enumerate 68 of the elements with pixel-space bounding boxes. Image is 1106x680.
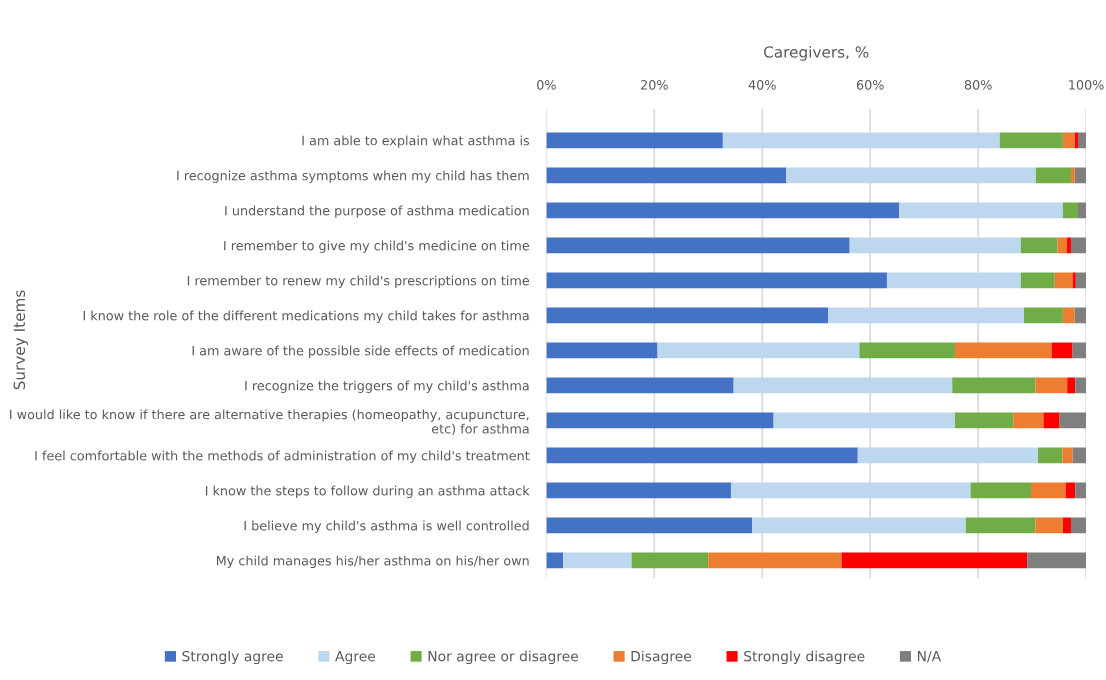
bar	[546, 167, 786, 184]
bar	[546, 307, 829, 324]
bar	[631, 552, 709, 569]
bar	[1062, 517, 1071, 534]
bar	[1067, 377, 1076, 394]
bar	[849, 237, 1021, 254]
bar	[1020, 237, 1058, 254]
bar	[546, 517, 752, 534]
bar	[1020, 272, 1055, 289]
bar	[859, 342, 955, 359]
bar	[899, 202, 1063, 219]
bar	[1075, 272, 1087, 289]
bar	[546, 412, 774, 429]
bar	[952, 377, 1036, 394]
bar	[733, 377, 953, 394]
bar	[1013, 412, 1044, 429]
bar	[546, 552, 564, 569]
bar	[999, 132, 1063, 149]
bar	[546, 237, 850, 254]
bar	[841, 552, 1028, 569]
bar	[1062, 447, 1073, 464]
bar	[1031, 482, 1066, 499]
bar	[886, 272, 1021, 289]
bar	[1051, 342, 1073, 359]
bar	[1062, 132, 1075, 149]
bar	[1072, 447, 1087, 464]
bar	[954, 412, 1014, 429]
bar	[970, 482, 1032, 499]
bar	[828, 307, 1025, 324]
bar	[1074, 167, 1087, 184]
bar	[546, 272, 887, 289]
bar	[1078, 202, 1087, 219]
bar	[752, 517, 966, 534]
bar	[1054, 272, 1073, 289]
bar	[1074, 307, 1087, 324]
bar	[954, 342, 1052, 359]
bar	[708, 552, 842, 569]
bar	[1070, 517, 1087, 534]
bar	[1078, 132, 1087, 149]
bar	[722, 132, 1000, 149]
bar	[546, 342, 658, 359]
bar	[1038, 447, 1063, 464]
bar	[1035, 517, 1063, 534]
bar	[546, 132, 723, 149]
bar	[965, 517, 1036, 534]
bar	[1075, 482, 1087, 499]
bar	[1024, 307, 1063, 324]
bar	[1070, 237, 1087, 254]
bar	[1062, 307, 1075, 324]
bar	[1072, 342, 1087, 359]
bar	[1035, 167, 1071, 184]
bar	[1075, 377, 1087, 394]
bar	[1043, 412, 1060, 429]
bar	[657, 342, 860, 359]
bar	[786, 167, 1036, 184]
bar	[546, 447, 858, 464]
bar	[1059, 412, 1087, 429]
bar	[730, 482, 971, 499]
bar	[546, 482, 731, 499]
bar	[1062, 202, 1078, 219]
bar	[773, 412, 955, 429]
bar	[546, 377, 734, 394]
bar	[857, 447, 1039, 464]
bar	[1035, 377, 1068, 394]
bar	[563, 552, 632, 569]
bar	[546, 202, 900, 219]
bar	[1057, 237, 1067, 254]
bar	[1027, 552, 1087, 569]
